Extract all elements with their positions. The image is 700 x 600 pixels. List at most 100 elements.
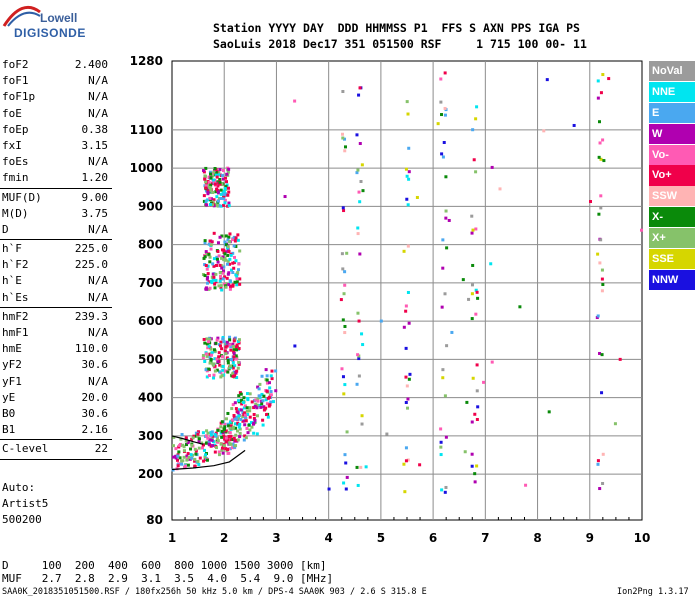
- echo-point: [356, 311, 360, 315]
- echo-point: [221, 271, 225, 275]
- echo-point: [445, 246, 449, 250]
- param-value: 2.400: [74, 58, 108, 71]
- echo-point: [223, 275, 227, 279]
- echo-point: [342, 481, 346, 485]
- echo-point: [222, 340, 226, 344]
- echo-point: [213, 182, 217, 186]
- echo-point: [357, 319, 361, 323]
- echo-point: [613, 422, 617, 426]
- echo-point: [231, 361, 235, 365]
- echo-point: [219, 425, 223, 429]
- echo-point: [340, 132, 344, 136]
- echo-point: [607, 77, 611, 81]
- echo-point: [222, 444, 226, 448]
- param-label: hmE: [2, 342, 22, 356]
- echo-point: [265, 378, 269, 382]
- param-row: yF1 N/A: [0, 374, 112, 390]
- echo-point: [175, 458, 179, 462]
- echo-point: [474, 288, 478, 292]
- echo-point: [186, 463, 190, 467]
- echo-point: [206, 431, 210, 435]
- echo-point: [256, 385, 260, 389]
- echo-point: [218, 204, 222, 208]
- echo-point: [209, 359, 213, 363]
- echo-point: [205, 375, 209, 379]
- legend-item-vo: Vo+: [649, 165, 695, 186]
- echo-point: [226, 272, 230, 276]
- echo-point: [239, 418, 243, 422]
- echo-point: [443, 292, 447, 296]
- echo-point: [261, 418, 265, 422]
- echo-point: [220, 256, 224, 260]
- echo-point: [213, 433, 217, 437]
- header-line-2: SaoLuis 2018 Dec17 351 051500 RSF 1 715 …: [213, 37, 587, 51]
- echo-point: [210, 444, 214, 448]
- footer-distance-row: D 100 200 400 600 800 1000 1500 3000 [km…: [2, 559, 327, 572]
- echo-point: [597, 212, 601, 216]
- y-tick-label: 300: [138, 429, 163, 443]
- echo-point: [436, 122, 440, 126]
- echo-point: [471, 376, 475, 380]
- echo-point: [191, 436, 195, 440]
- echo-point: [214, 173, 218, 177]
- echo-point: [203, 359, 207, 363]
- echo-point: [230, 407, 234, 411]
- echo-point: [403, 490, 407, 494]
- legend-item-e: E: [649, 102, 695, 123]
- echo-point: [202, 169, 206, 173]
- echo-point: [379, 319, 383, 323]
- echo-point: [224, 176, 228, 180]
- echo-point: [188, 457, 192, 461]
- echo-point: [233, 255, 237, 259]
- echo-point: [228, 343, 232, 347]
- echo-point: [600, 289, 604, 293]
- y-tick-label: 600: [138, 314, 163, 328]
- x-tick-label: 3: [272, 531, 280, 545]
- echo-point: [223, 349, 227, 353]
- echo-point: [601, 138, 605, 142]
- echo-point: [441, 238, 445, 242]
- echo-point: [223, 425, 227, 429]
- x-tick-label: 1: [168, 531, 176, 545]
- echo-point: [218, 235, 222, 239]
- echo-point: [444, 485, 448, 489]
- echo-point: [439, 440, 443, 444]
- echo-point: [343, 270, 347, 274]
- echo-point: [340, 252, 344, 256]
- echo-point: [234, 426, 238, 430]
- echo-point: [341, 90, 345, 94]
- param-row: h`F2 225.0: [0, 257, 112, 273]
- echo-point: [226, 248, 230, 252]
- echo-point: [210, 438, 214, 442]
- echo-point: [201, 356, 205, 360]
- echo-point: [232, 348, 236, 352]
- echo-point: [470, 452, 474, 456]
- echo-point: [227, 190, 231, 194]
- echo-point: [196, 434, 200, 438]
- param-value: 22: [94, 442, 108, 456]
- echo-point: [236, 421, 240, 425]
- y-tick-label: 900: [138, 199, 163, 213]
- param-row: foF1p N/A: [0, 89, 112, 105]
- echo-point: [490, 165, 494, 169]
- echo-point: [207, 373, 211, 377]
- echo-point: [345, 251, 349, 255]
- echo-point: [270, 369, 274, 373]
- echo-point: [445, 344, 449, 348]
- echo-point: [340, 367, 344, 371]
- echo-point: [219, 284, 223, 288]
- echo-point: [359, 179, 363, 183]
- echo-point: [209, 197, 213, 201]
- x-tick-label: 10: [634, 531, 651, 545]
- echo-point: [600, 268, 604, 272]
- echo-point: [205, 203, 209, 207]
- auto-code: 500200: [2, 513, 42, 526]
- echo-point: [233, 422, 237, 426]
- echo-point: [238, 249, 242, 253]
- echo-point: [228, 240, 232, 244]
- echo-point: [473, 412, 477, 416]
- echo-point: [204, 250, 208, 254]
- param-row: foF2 2.400: [0, 57, 112, 73]
- echo-point: [196, 432, 200, 436]
- echo-point: [177, 450, 181, 454]
